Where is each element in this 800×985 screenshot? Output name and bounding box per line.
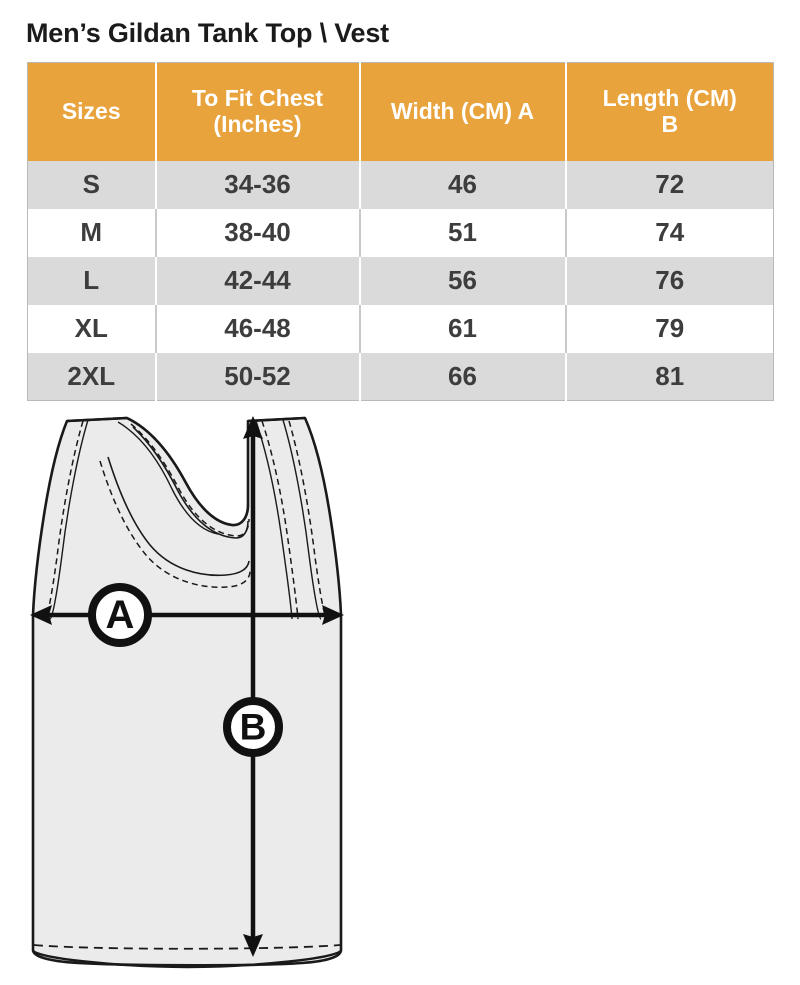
arrowhead-up [243,416,263,439]
cell-length: 72 [565,160,774,209]
size-chart-table: Sizes To Fit Chest (Inches) Width (CM) A… [27,62,774,401]
tank-top-illustration [31,416,343,969]
cell-chest: 38-40 [155,208,361,257]
left-strap-fold-line [49,419,89,620]
column-header-width-line1: Width (CM) A [390,97,535,124]
column-header-length-line2: B [661,110,679,137]
arrowhead-down [243,934,263,957]
cell-size: XL [27,304,157,353]
right-strap-fold-line [282,419,322,620]
cell-size: L [27,256,157,305]
table-row: L 42-44 56 76 [27,256,774,305]
arrowhead-left [30,605,52,625]
neckline-inner-edge [132,426,249,539]
badge-b-label: B [240,707,267,748]
measurement-b-arrow [243,416,263,957]
cell-length: 79 [565,304,774,353]
hem-curve [31,948,343,969]
neck-scoop-line [107,456,250,577]
hem-stitching [33,944,341,950]
column-header-width: Width (CM) A [359,62,567,161]
column-header-chest-line1: To Fit Chest [191,85,324,111]
right-armhole-inner-edge [255,420,293,620]
cell-width: 46 [359,160,567,209]
column-header-length-line1: Length (CM) [602,85,737,111]
measurement-a-arrow [30,605,344,625]
cell-size: 2XL [27,352,157,401]
measurement-badge-b: B [223,697,283,757]
cell-chest: 50-52 [155,352,361,401]
column-header-length: Length (CM) B [565,62,774,161]
table-row: XL 46-48 61 79 [27,304,774,353]
cell-chest: 42-44 [155,256,361,305]
cell-width: 66 [359,352,567,401]
table-row: 2XL 50-52 66 81 [27,352,774,401]
cell-chest: 46-48 [155,304,361,353]
cell-width: 61 [359,304,567,353]
garment-diagram: A B [0,405,420,985]
right-armhole-stitch [261,420,299,620]
measurement-badge-a: A [88,583,152,647]
cell-length: 74 [565,208,774,257]
table-header-row: Sizes To Fit Chest (Inches) Width (CM) A… [27,62,774,161]
cell-size: S [27,160,157,209]
table-row: S 34-36 46 72 [27,160,774,209]
column-header-chest: To Fit Chest (Inches) [155,62,361,161]
cell-chest: 34-36 [155,160,361,209]
cell-width: 51 [359,208,567,257]
column-header-chest-line2: (Inches) [213,110,302,137]
arrowhead-right [322,605,344,625]
column-header-sizes: Sizes [27,62,157,161]
cell-width: 56 [359,256,567,305]
column-header-sizes-line1: Sizes [61,97,121,124]
right-shoulder-seam [247,416,306,423]
cell-size: M [27,208,157,257]
garment-body-outline [31,416,343,967]
cell-length: 76 [565,256,774,305]
table-row: M 38-40 51 74 [27,208,774,257]
page-title: Men’s Gildan Tank Top \ Vest [26,18,389,48]
cell-length: 81 [565,352,774,401]
left-armhole-binding [117,421,219,535]
neckline-outer-edge [126,417,250,527]
badge-a-label: A [106,593,135,637]
left-shoulder-seam [66,416,128,423]
neck-scoop-stitch [99,460,251,589]
